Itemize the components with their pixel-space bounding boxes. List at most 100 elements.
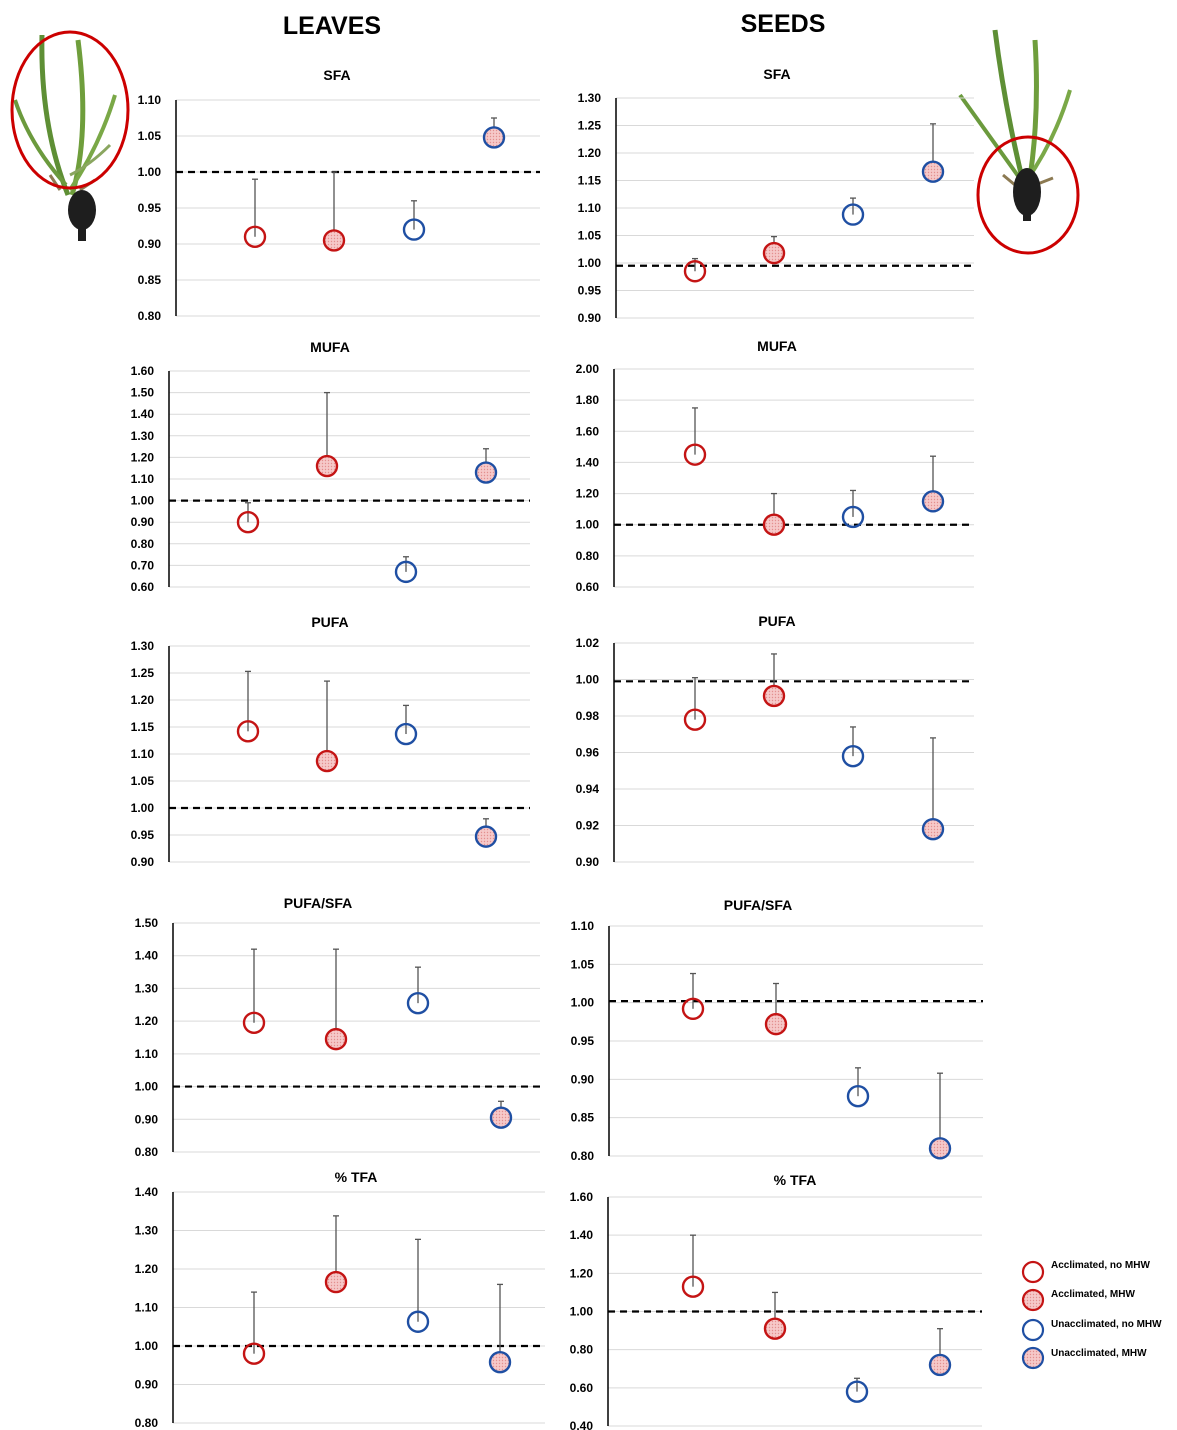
y-tick-label: 0.90 <box>131 515 155 529</box>
y-tick-label: 0.60 <box>576 580 600 594</box>
leaves-column-title: LEAVES <box>283 12 381 40</box>
plant-icon <box>10 30 130 241</box>
y-tick-label: 0.80 <box>570 1343 594 1357</box>
data-point <box>315 454 339 478</box>
data-point <box>488 1350 512 1374</box>
panel-title: MUFA <box>310 339 350 355</box>
y-tick-label: 1.05 <box>131 774 155 788</box>
y-tick-label: 1.10 <box>135 1047 159 1061</box>
y-tick-label: 2.00 <box>576 362 600 376</box>
y-tick-label: 0.60 <box>131 580 155 594</box>
data-point <box>489 1106 513 1129</box>
y-tick-label: 1.02 <box>576 636 600 650</box>
data-point <box>921 817 945 841</box>
data-point <box>841 505 865 529</box>
y-tick-label: 1.40 <box>570 1228 594 1242</box>
data-point <box>928 1137 952 1160</box>
y-tick-label: 1.05 <box>578 229 602 243</box>
y-tick-label: 1.10 <box>135 1301 159 1315</box>
y-tick-label: 1.15 <box>131 720 155 734</box>
y-tick-label: 1.00 <box>131 494 155 508</box>
y-tick-label: 0.90 <box>135 1112 159 1126</box>
y-tick-label: 1.10 <box>138 93 162 107</box>
y-tick-label: 1.00 <box>571 996 595 1010</box>
y-tick-label: 0.80 <box>135 1145 159 1159</box>
y-tick-label: 0.85 <box>571 1111 595 1125</box>
y-tick-label: 1.20 <box>578 146 602 160</box>
y-tick-label: 1.40 <box>135 949 159 963</box>
legend-label: Acclimated, MHW <box>1051 1289 1135 1300</box>
panel-title: MUFA <box>757 338 797 354</box>
panel-title: PUFA <box>311 614 348 630</box>
y-tick-label: 0.80 <box>138 309 162 323</box>
y-tick-label: 1.60 <box>570 1190 594 1204</box>
chart-panel: SFA 1.30 1.25 1.20 1.15 1.10 1.05 1.00 0.95 0.90 <box>578 66 974 325</box>
legend-item-acclimated-no-mhw: Acclimated, no MHW <box>1021 1260 1150 1284</box>
plant-icon <box>958 29 1080 255</box>
y-tick-label: 1.30 <box>135 981 159 995</box>
data-point <box>242 1011 266 1034</box>
legend-item-acclimated-mhw: Acclimated, MHW <box>1021 1288 1135 1312</box>
data-point <box>236 511 260 534</box>
data-point <box>406 1310 430 1333</box>
panel-title: SFA <box>763 66 790 82</box>
data-point <box>762 513 786 536</box>
chart-panel: PUFA 1.30 1.25 1.20 1.15 1.10 1.05 1.00 0.95 0.90 <box>131 614 530 869</box>
y-tick-label: 1.00 <box>135 1339 159 1353</box>
y-tick-label: 1.15 <box>578 174 602 188</box>
y-tick-label: 0.90 <box>131 855 155 869</box>
data-point <box>482 126 506 149</box>
chart-panel: PUFA/SFA 1.10 1.05 1.00 0.95 0.90 0.85 0.80 <box>571 897 983 1163</box>
y-tick-label: 1.40 <box>131 407 155 421</box>
panel-title: SFA <box>323 67 350 83</box>
legend-marker <box>1021 1288 1045 1312</box>
y-tick-label: 1.05 <box>571 957 595 971</box>
y-tick-label: 0.80 <box>576 549 600 563</box>
y-tick-label: 0.80 <box>135 1416 159 1430</box>
legend-marker <box>1021 1260 1045 1284</box>
y-tick-label: 1.10 <box>578 201 602 215</box>
y-tick-label: 1.40 <box>576 455 600 469</box>
data-point <box>394 560 418 584</box>
data-point <box>921 160 945 183</box>
y-tick-label: 1.40 <box>135 1185 159 1199</box>
panel-title: PUFA/SFA <box>284 895 352 911</box>
y-tick-label: 1.10 <box>131 472 155 486</box>
data-point <box>324 1027 348 1051</box>
data-point <box>406 991 430 1015</box>
data-point <box>921 490 945 513</box>
data-point <box>243 225 267 249</box>
y-tick-label: 1.50 <box>131 386 155 400</box>
y-tick-label: 1.00 <box>576 673 600 687</box>
y-tick-label: 1.30 <box>131 429 155 443</box>
data-point <box>928 1353 952 1377</box>
y-tick-label: 1.00 <box>570 1305 594 1319</box>
y-tick-label: 0.95 <box>138 201 162 215</box>
y-tick-label: 0.96 <box>576 746 600 760</box>
y-tick-label: 1.20 <box>135 1262 159 1276</box>
data-point <box>474 461 498 484</box>
data-point <box>762 241 786 265</box>
data-point <box>841 203 865 226</box>
legend: Acclimated, no MHW Acclimated, MHW Unacc… <box>1021 1260 1162 1370</box>
seeds-column-title: SEEDS <box>741 10 826 38</box>
data-point <box>841 744 865 768</box>
panel-title: % TFA <box>774 1172 817 1188</box>
y-tick-label: 1.25 <box>578 119 602 133</box>
y-tick-label: 1.20 <box>135 1014 159 1028</box>
data-point <box>236 720 260 743</box>
legend-item-unacclimated-no-mhw: Unacclimated, no MHW <box>1021 1318 1162 1342</box>
y-tick-label: 0.95 <box>571 1034 595 1048</box>
y-tick-label: 1.20 <box>131 693 155 707</box>
data-point <box>394 722 418 746</box>
data-point <box>474 825 498 848</box>
y-tick-label: 0.98 <box>576 709 600 723</box>
chart-panel: MUFA 1.60 1.50 1.40 1.30 1.20 1.10 1.00 0.90 0.80… <box>131 339 530 594</box>
y-tick-label: 1.30 <box>135 1224 159 1238</box>
y-tick-label: 0.90 <box>138 237 162 251</box>
y-tick-label: 1.25 <box>131 666 155 680</box>
y-tick-label: 0.92 <box>576 819 600 833</box>
y-tick-label: 0.95 <box>131 828 155 842</box>
legend-label: Acclimated, no MHW <box>1051 1260 1150 1271</box>
